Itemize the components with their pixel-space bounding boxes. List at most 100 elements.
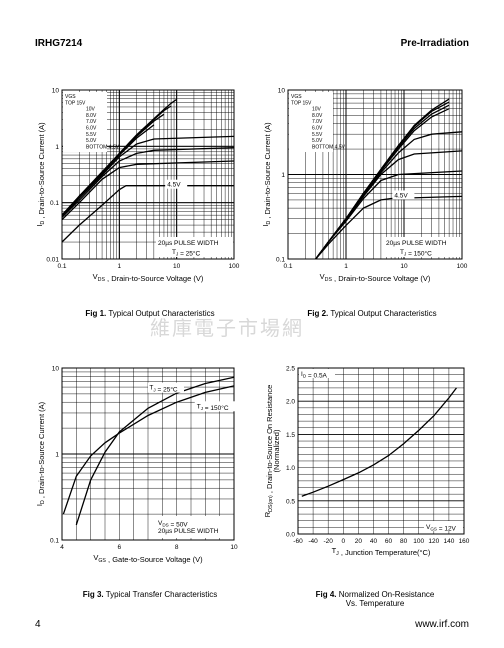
fig1-pulse-width-label: 20µs PULSE WIDTH: [158, 240, 219, 247]
fig1-y-tick-label: 10: [52, 88, 60, 95]
fig1-x-tick-label: 100: [229, 263, 240, 270]
fig1-caption-text: Typical Output Characteristics: [108, 309, 215, 318]
fig1-tj-label: TJ = 25°C: [172, 249, 201, 258]
fig3-series-label-25c: TJ = 25°C: [149, 385, 178, 394]
fig3-y-tick-label: 10: [52, 366, 60, 373]
fig1-y-tick-label: 0.01: [46, 257, 59, 264]
fig4-y-tick-label: 2.5: [286, 366, 295, 373]
fig3-x-tick-label: 8: [175, 544, 179, 551]
fig1-pulse-bg: [156, 237, 233, 257]
fig4-y-tick-label: 0.5: [286, 498, 295, 505]
fig2-legend-entry: 5.0V: [312, 138, 323, 144]
fig3-series-label-150c: TJ = 150°C: [197, 403, 229, 412]
fig2-caption-number: Fig 2.: [307, 309, 329, 318]
fig4-plot-area: [297, 367, 465, 535]
fig1-y-tick-label: 0.1: [50, 200, 59, 207]
fig4-x-axis-label: TJ , Junction Temperature(°C): [332, 546, 431, 557]
fig1-legend-entry: 8.0V: [86, 113, 97, 119]
fig4-caption-text2: Vs. Temperature: [345, 599, 405, 608]
fig4-series-line: [301, 387, 458, 497]
fig3-y-tick-label: 0.1: [50, 538, 59, 545]
fig3-x-tick-label: 10: [230, 544, 238, 551]
fig3-x-axis-label: VGS , Gate-to-Source Voltage (V): [93, 553, 203, 564]
fig1-y-tick-label: 1: [55, 144, 59, 151]
fig2-pulse-width-label: 20µs PULSE WIDTH: [386, 240, 447, 247]
fig4-x-tick-label: -40: [308, 538, 318, 545]
fig4-x-tick-label: 60: [385, 538, 393, 545]
fig1-legend-bg: [63, 92, 107, 152]
fig4-id-label-bg: [299, 369, 335, 378]
fig1-series-line: [61, 146, 235, 218]
fig2-legend-bg: [289, 92, 333, 152]
fig4-y-axis-label-unit: (Normalized): [272, 429, 281, 472]
fig1-caption-number: Fig 1.: [85, 309, 107, 318]
fig2-legend-entry: 10V: [312, 107, 322, 113]
fig2-caption: Fig 2. Typical Output Characteristics: [282, 309, 462, 318]
fig4-x-tick-label: 0: [341, 538, 345, 545]
fig1-vgs-label: 4.5V: [167, 182, 181, 189]
fig3-x-tick-label: 4: [60, 544, 64, 551]
fig4-x-tick-label: -20: [323, 538, 333, 545]
fig2-x-tick-label: 100: [457, 263, 468, 270]
fig2-legend-entry: TOP 15V: [291, 100, 312, 106]
fig3-series-label-bg: [148, 382, 184, 393]
fig4-caption-text: Normalized On-Resistance: [338, 590, 435, 599]
fig3-vds-label: VDS = 50V: [158, 520, 188, 529]
fig1-legend-entry: BOTTOM 4.5V: [86, 144, 120, 150]
fig3-y-tick-label: 1: [55, 452, 59, 459]
fig3-caption-text: Typical Transfer Characteristics: [105, 590, 218, 599]
fig1-legend-entry: TOP 15V: [65, 100, 86, 106]
fig2-legend-entry: 5.5V: [312, 132, 323, 138]
fig2-x-tick-label: 0.1: [283, 263, 292, 270]
fig4-caption: Fig 4. Normalized On-Resistance Vs. Temp…: [285, 590, 465, 608]
fig3-series-line: [75, 376, 235, 526]
fig3-pulse-width-label: 20µs PULSE WIDTH: [158, 528, 219, 535]
fig1-legend-entry: 6.0V: [86, 126, 97, 132]
watermark: 維庫電子市場網: [150, 316, 304, 340]
fig4-x-tick-label: 140: [443, 538, 454, 545]
fig4-y-axis-label: RDS(on) , Drain-to-Source On Resistance: [263, 385, 274, 518]
fig1-legend-entry: 7.0V: [86, 119, 97, 125]
fig2-series-line: [315, 195, 463, 260]
website-link[interactable]: www.irf.com: [415, 619, 469, 630]
fig4-caption-number: Fig 4.: [315, 590, 337, 599]
fig1-caption: Fig 1. Typical Output Characteristics: [60, 309, 240, 318]
fig4-x-tick-label: 100: [413, 538, 424, 545]
fig2-x-tick-label: 10: [400, 263, 408, 270]
fig2-y-tick-label: 10: [278, 88, 286, 95]
fig1-x-tick-label: 1: [118, 263, 122, 270]
fig4-id-label: ID = 0.5A: [301, 371, 328, 380]
fig1-series-line: [61, 185, 234, 243]
fig1-x-tick-label: 0.1: [57, 263, 66, 270]
fig2-tj-label: TJ = 150°C: [400, 249, 432, 258]
fig1-x-tick-label: 10: [173, 263, 181, 270]
fig4-vgs-label-bg: [424, 521, 463, 531]
fig2-legend-entry: 6.0V: [312, 126, 323, 132]
fig1-vgs-label-bg: [165, 179, 188, 189]
fig2-legend-entry: VGS: [291, 94, 302, 100]
fig4-x-tick-label: 120: [428, 538, 439, 545]
fig1-legend-entry: 10V: [86, 107, 96, 113]
fig1-legend-entry: VGS: [65, 94, 76, 100]
fig3-caption-number: Fig 3.: [82, 590, 104, 599]
fig2-legend-entry: 8.0V: [312, 113, 323, 119]
fig2-y-tick-label: 1: [281, 172, 285, 179]
fig1-x-axis-label: VDS , Drain-to-Source Voltage (V): [93, 272, 204, 283]
fig3-x-tick-label: 6: [118, 544, 122, 551]
fig4-x-tick-label: 80: [400, 538, 408, 545]
page-number: 4: [35, 619, 41, 630]
fig3-annotation-bg: [154, 516, 233, 538]
fig2-legend-entry: BOTTOM 4.5V: [312, 144, 346, 150]
fig4-y-tick-label: 1.0: [286, 465, 295, 472]
fig1-legend-entry: 5.5V: [86, 132, 97, 138]
fig1-series-line: [61, 135, 235, 218]
fig2-pulse-bg: [384, 237, 461, 257]
fig4-x-tick-label: 20: [355, 538, 363, 545]
fig4-y-tick-label: 1.5: [286, 432, 295, 439]
fig2-x-tick-label: 1: [344, 263, 348, 270]
fig4-x-tick-label: 160: [459, 538, 470, 545]
fig2-y-axis-label: ID , Drain-to-Source Current (A): [261, 122, 272, 227]
fig1-legend-entry: 5.0V: [86, 138, 97, 144]
fig3-series-label-bg: [194, 401, 235, 412]
fig3-y-axis-label: ID , Drain-to-Source Current (A): [35, 401, 46, 506]
